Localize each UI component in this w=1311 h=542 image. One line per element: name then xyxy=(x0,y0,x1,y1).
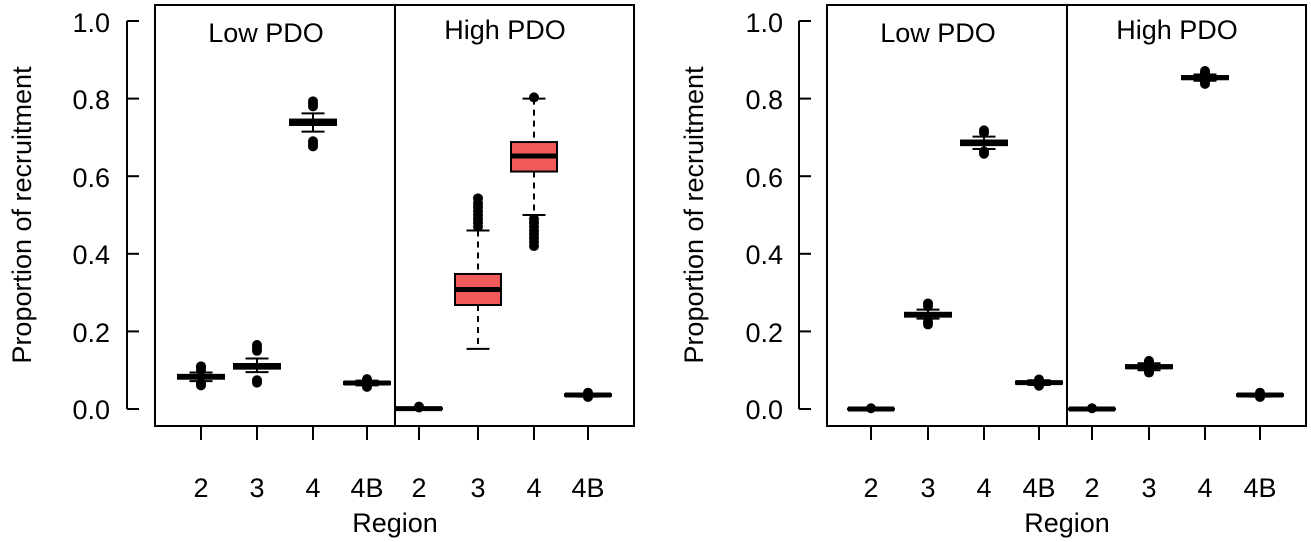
outlier-point xyxy=(979,125,989,136)
x-tick-label: 4 xyxy=(976,473,991,503)
boxplot xyxy=(395,401,443,413)
outlier-point xyxy=(866,403,876,414)
boxplot xyxy=(233,339,281,388)
boxplot xyxy=(960,125,1008,159)
y-tick-label: 0.8 xyxy=(745,85,783,115)
y-tick-label: 0.0 xyxy=(745,395,783,425)
x-tick-label: 2 xyxy=(411,473,426,503)
chart-right: Proportion of recruitment Region 0.0 0.2… xyxy=(679,4,1307,538)
y-tick-labels: 0.0 0.2 0.4 0.6 0.8 1.0 xyxy=(745,8,783,425)
boxplot xyxy=(1181,66,1229,89)
y-tick-label: 0.6 xyxy=(745,163,783,193)
outlier-point xyxy=(414,401,424,412)
boxplot xyxy=(454,193,502,350)
panel-title-high-pdo: High PDO xyxy=(444,15,566,45)
boxplot xyxy=(1068,403,1116,414)
outlier-point xyxy=(923,298,933,309)
outlier-point xyxy=(1144,355,1154,366)
x-tick-label: 3 xyxy=(470,473,485,503)
boxplot xyxy=(343,374,391,392)
panel-title-high-pdo: High PDO xyxy=(1116,15,1238,45)
plot-area-left xyxy=(126,4,635,440)
outlier-point xyxy=(1144,365,1154,376)
y-tick-label: 0.2 xyxy=(72,318,110,348)
y-tick-label: 0.0 xyxy=(72,395,110,425)
outlier-point xyxy=(1200,77,1210,88)
y-axis-title: Proportion of recruitment xyxy=(679,66,709,364)
outlier-point xyxy=(362,374,372,385)
x-tick-label: 4B xyxy=(1243,473,1276,503)
boxplot xyxy=(289,96,337,152)
outlier-point xyxy=(529,92,539,103)
x-tick-label: 2 xyxy=(863,473,878,503)
y-tick-label: 0.4 xyxy=(72,240,110,270)
x-tick-label: 3 xyxy=(249,473,264,503)
panel-title-low-pdo: Low PDO xyxy=(880,18,996,48)
boxplot xyxy=(1236,387,1284,402)
y-tick-labels: 0.0 0.2 0.4 0.6 0.8 1.0 xyxy=(72,8,110,425)
x-axis-title: Region xyxy=(352,508,438,538)
x-tick-label: 4B xyxy=(350,473,383,503)
panel-title-low-pdo: Low PDO xyxy=(208,18,324,48)
chart-left: Proportion of recruitment Region 0.0 0.2… xyxy=(7,4,635,538)
outlier-point xyxy=(923,316,933,327)
x-tick-label: 3 xyxy=(920,473,935,503)
outlier-point xyxy=(1034,374,1044,385)
x-tick-label: 2 xyxy=(1084,473,1099,503)
outlier-point xyxy=(583,387,593,398)
outlier-point xyxy=(1255,387,1265,398)
outlier-point xyxy=(308,136,318,147)
x-tick-label: 4 xyxy=(1197,473,1212,503)
outlier-point xyxy=(1200,66,1210,77)
x-tick-label: 4B xyxy=(571,473,604,503)
boxplot xyxy=(1125,355,1173,378)
x-axis-title: Region xyxy=(1024,508,1110,538)
y-tick-label: 1.0 xyxy=(72,8,110,38)
outlier-point xyxy=(196,361,206,372)
boxplot xyxy=(564,387,612,402)
x-tick-labels: 2 3 4 4B 2 3 4 4B xyxy=(193,473,604,503)
outlier-point xyxy=(252,339,262,350)
boxplot xyxy=(847,403,895,414)
outlier-point xyxy=(979,146,989,157)
outlier-point xyxy=(473,193,483,204)
x-tick-label: 3 xyxy=(1141,473,1156,503)
y-tick-label: 0.4 xyxy=(745,240,783,270)
outlier-point xyxy=(252,375,262,386)
boxplot xyxy=(904,298,952,330)
boxplot xyxy=(177,361,225,391)
y-axis-title: Proportion of recruitment xyxy=(7,66,37,364)
x-tick-label: 2 xyxy=(193,473,208,503)
x-tick-label: 4B xyxy=(1022,473,1055,503)
boxplot xyxy=(1015,374,1063,391)
plot-area-right xyxy=(798,4,1307,440)
x-tick-label: 4 xyxy=(305,473,320,503)
x-tick-labels: 2 3 4 4B 2 3 4 4B xyxy=(863,473,1276,503)
y-tick-label: 1.0 xyxy=(745,8,783,38)
y-tick-label: 0.2 xyxy=(745,318,783,348)
y-tick-label: 0.8 xyxy=(72,85,110,115)
x-tick-label: 4 xyxy=(526,473,541,503)
outlier-point xyxy=(1087,403,1097,414)
outlier-point xyxy=(529,213,539,224)
outlier-point xyxy=(308,96,318,107)
boxplot xyxy=(510,92,558,252)
outlier-point xyxy=(196,378,206,389)
y-tick-label: 0.6 xyxy=(72,163,110,193)
